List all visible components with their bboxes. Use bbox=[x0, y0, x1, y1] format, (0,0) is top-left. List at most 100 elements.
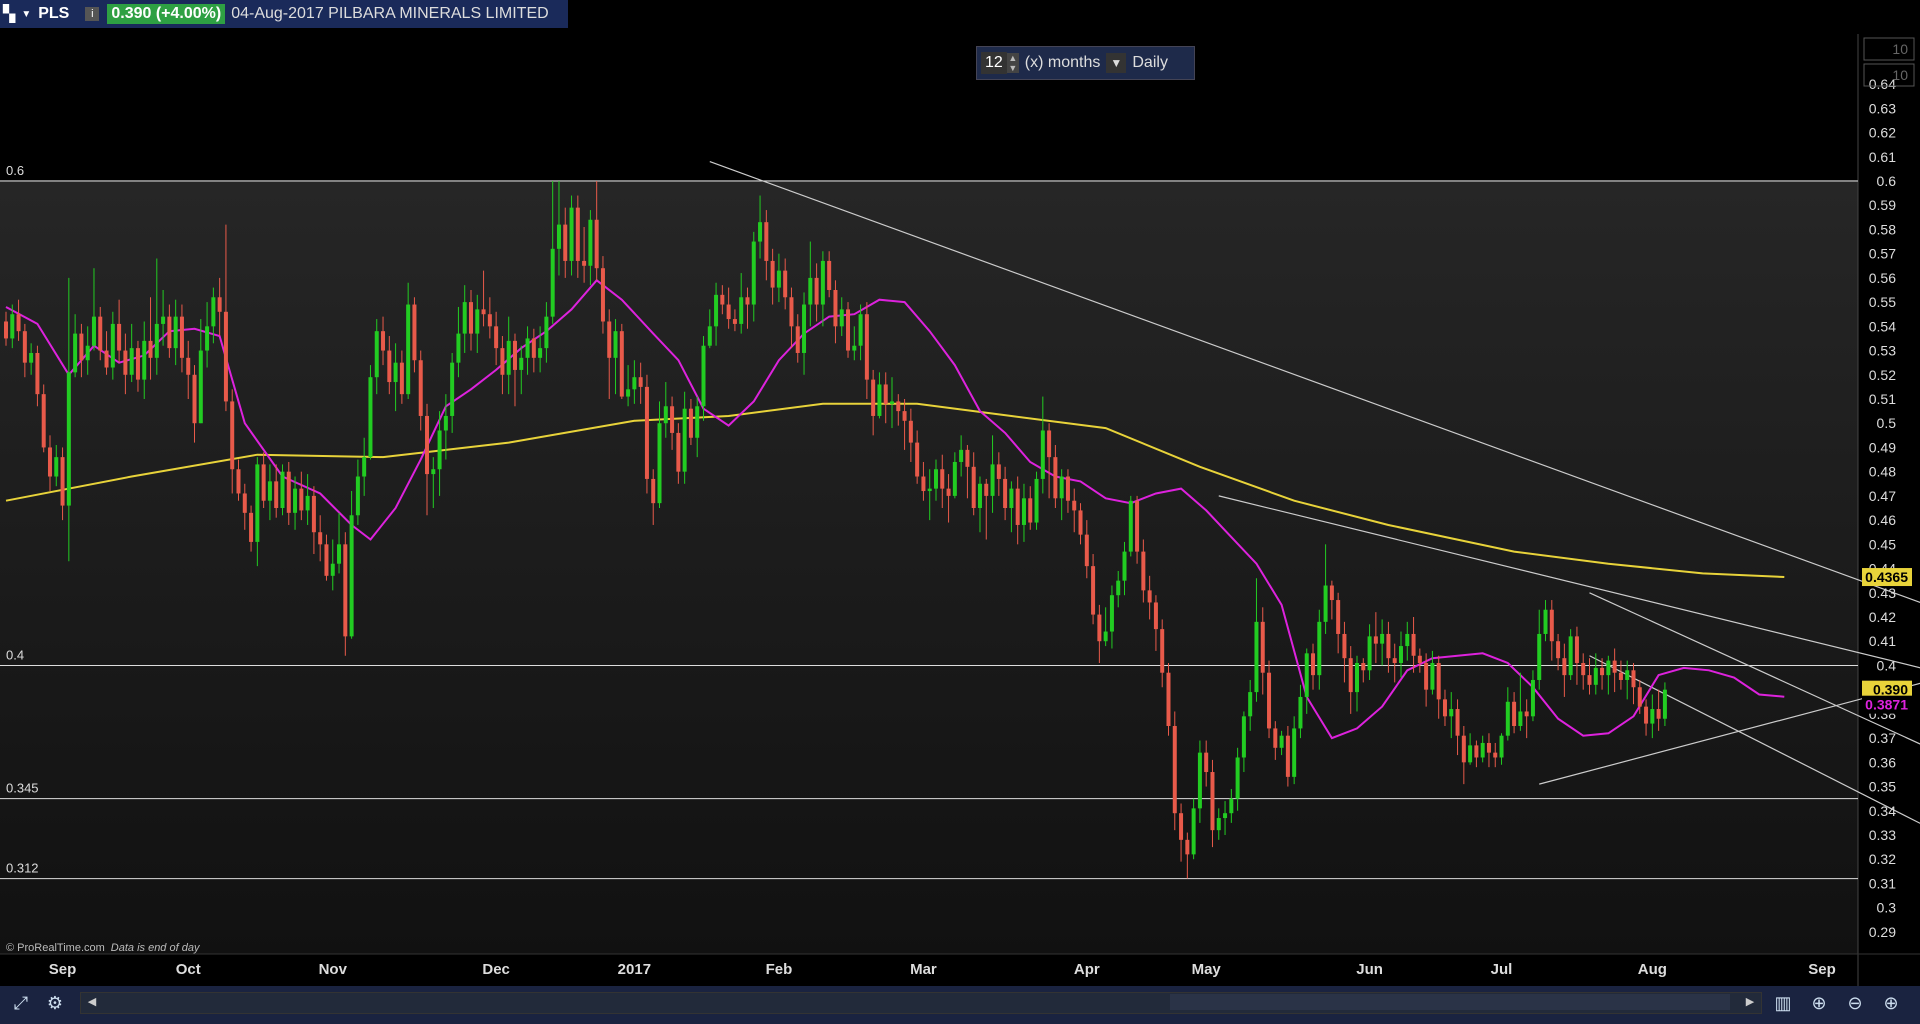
candle-body bbox=[1361, 663, 1366, 671]
candle-body bbox=[1537, 633, 1542, 680]
ticker-symbol[interactable]: PLS bbox=[38, 5, 70, 22]
scrollbar-thumb[interactable] bbox=[1170, 994, 1730, 1010]
candle bbox=[1160, 619, 1165, 688]
price-label-box bbox=[1862, 680, 1912, 699]
zoom-in-icon[interactable]: ⊕ bbox=[1883, 993, 1899, 1013]
candle bbox=[1279, 730, 1284, 756]
chart-menu-icon[interactable]: ▚ bbox=[3, 6, 16, 23]
candle-body bbox=[613, 331, 618, 358]
top-value-box-1 bbox=[1863, 37, 1915, 61]
y-tick-label: 0.55 bbox=[1869, 294, 1896, 310]
candle-body bbox=[1223, 813, 1228, 819]
candle-body bbox=[1373, 636, 1378, 644]
candle bbox=[1380, 619, 1385, 666]
candle bbox=[110, 311, 115, 380]
chevron-down-icon[interactable]: ▼ bbox=[21, 8, 32, 20]
candle-body bbox=[381, 331, 386, 351]
candle-body bbox=[1562, 658, 1567, 676]
candle bbox=[1348, 646, 1353, 714]
candle bbox=[1267, 660, 1272, 739]
chart-type-icon[interactable]: ⤢ bbox=[13, 993, 29, 1013]
candle-body bbox=[1405, 633, 1410, 647]
candle bbox=[129, 323, 134, 383]
candle bbox=[512, 333, 517, 407]
candle-body bbox=[795, 326, 800, 353]
candle bbox=[839, 297, 844, 337]
zoom-out-icon[interactable]: ⊖ bbox=[1847, 993, 1863, 1013]
candle bbox=[1298, 684, 1303, 739]
candle bbox=[1392, 643, 1397, 683]
candle bbox=[280, 464, 285, 516]
candle-body bbox=[827, 260, 832, 290]
candle bbox=[1204, 740, 1209, 787]
candle-body bbox=[714, 294, 719, 327]
period-dropdown-icon[interactable]: ▼ bbox=[1106, 53, 1127, 73]
candle-body bbox=[908, 420, 913, 443]
candle bbox=[1612, 648, 1617, 693]
drawing-tools-icon[interactable]: ⚙ bbox=[46, 993, 64, 1013]
x-tick-label: Apr bbox=[1074, 961, 1100, 978]
scroll-right-icon[interactable]: ▶ bbox=[1745, 996, 1755, 1008]
candle-body bbox=[91, 316, 96, 346]
candle bbox=[494, 311, 499, 366]
candle-body bbox=[846, 309, 851, 351]
candle bbox=[783, 258, 788, 310]
candle-body bbox=[1468, 745, 1473, 763]
scroll-left-icon[interactable]: ◀ bbox=[87, 996, 97, 1008]
candle bbox=[1197, 740, 1202, 823]
period-count-input[interactable]: 12 bbox=[981, 52, 1007, 74]
candle bbox=[1417, 648, 1422, 673]
candle bbox=[638, 362, 643, 404]
candle bbox=[91, 268, 96, 351]
candle-body bbox=[556, 224, 561, 249]
candle bbox=[1009, 481, 1014, 533]
candle bbox=[550, 181, 555, 324]
period-stepper-icon[interactable]: ▲ ▼ bbox=[1006, 53, 1019, 73]
candle bbox=[425, 403, 430, 516]
candle-body bbox=[1348, 658, 1353, 693]
candle bbox=[556, 181, 561, 276]
candle bbox=[1003, 466, 1008, 521]
candle bbox=[1122, 541, 1127, 596]
candle-body bbox=[1411, 633, 1416, 656]
y-tick-label: 0.32 bbox=[1869, 851, 1896, 867]
trendline bbox=[1589, 592, 1920, 745]
candle-body bbox=[154, 323, 159, 358]
candle bbox=[16, 299, 21, 341]
candle bbox=[1505, 687, 1510, 741]
y-tick-label: 0.35 bbox=[1869, 779, 1896, 795]
y-tick-label: 0.37 bbox=[1869, 730, 1896, 746]
candle-body bbox=[1556, 641, 1561, 659]
candle-body bbox=[682, 408, 687, 472]
candle-body bbox=[512, 340, 517, 370]
candle bbox=[619, 323, 624, 399]
info-icon[interactable]: i bbox=[85, 7, 100, 21]
candle bbox=[500, 336, 505, 395]
candle-body bbox=[959, 449, 964, 462]
candle-body bbox=[330, 563, 335, 576]
candle-body bbox=[1600, 667, 1605, 676]
y-tick-label: 0.61 bbox=[1869, 149, 1896, 165]
bar-chart-icon[interactable]: ▥ bbox=[1774, 993, 1792, 1013]
candle-body bbox=[946, 488, 951, 496]
candle bbox=[1474, 740, 1479, 768]
candle bbox=[368, 365, 373, 460]
candle-body bbox=[349, 515, 354, 637]
zoom-fit-icon[interactable]: ⊕ bbox=[1811, 993, 1827, 1013]
candle-body bbox=[965, 449, 970, 467]
candle bbox=[525, 326, 530, 375]
candle bbox=[343, 532, 348, 656]
candle-body bbox=[1204, 752, 1209, 773]
candle bbox=[506, 316, 511, 395]
interval-label[interactable]: Daily bbox=[1132, 54, 1168, 71]
candle-body bbox=[299, 488, 304, 511]
candle bbox=[1637, 679, 1642, 714]
candle-body bbox=[1417, 655, 1422, 664]
candle-body bbox=[230, 401, 235, 470]
candle-body bbox=[29, 352, 34, 363]
candle-body bbox=[1518, 711, 1523, 726]
y-tick-label: 0.4 bbox=[1877, 657, 1897, 673]
candle bbox=[563, 207, 568, 278]
candle-body bbox=[249, 512, 254, 542]
